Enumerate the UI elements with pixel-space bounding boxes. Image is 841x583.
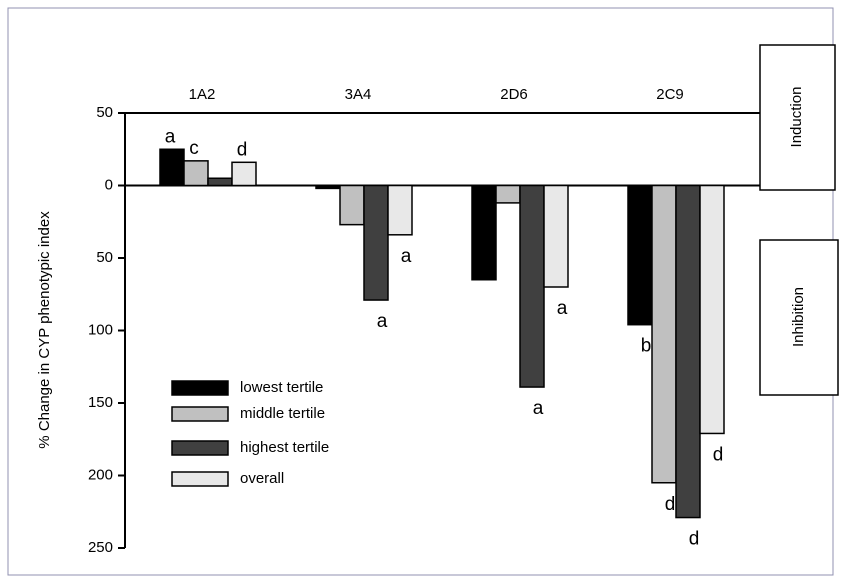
data-label: a [401, 246, 412, 267]
bar [627, 184, 653, 326]
bar [159, 148, 185, 187]
data-label: a [533, 398, 544, 419]
data-label: d [665, 494, 676, 515]
category-label: 2C9 [656, 86, 684, 103]
legend-swatch [171, 380, 229, 396]
data-label: b [641, 336, 652, 357]
y-axis-label: % Change in CYP phenotypic index [36, 211, 53, 449]
side-label: Induction [788, 87, 805, 148]
bar [471, 184, 497, 281]
legend-label: highest tertile [240, 439, 329, 456]
data-label: a [377, 311, 388, 332]
bar [363, 184, 389, 301]
legend-label: middle tertile [240, 405, 325, 422]
bar [207, 177, 233, 187]
bar [651, 184, 677, 484]
bar [315, 184, 341, 190]
legend-swatch [171, 406, 229, 422]
y-tick-label: 0 [105, 176, 113, 193]
bar [543, 184, 569, 288]
legend-swatch [171, 471, 229, 487]
bar [231, 161, 257, 187]
category-label: 1A2 [189, 86, 216, 103]
data-label: a [165, 126, 176, 147]
category-label: 2D6 [500, 86, 528, 103]
y-tick-label: 250 [88, 539, 113, 556]
y-tick-label: 200 [88, 466, 113, 483]
data-label: d [689, 529, 700, 550]
bar [183, 160, 209, 187]
legend-swatch [171, 440, 229, 456]
bar [699, 184, 725, 435]
y-tick-label: 100 [88, 321, 113, 338]
bar [495, 184, 521, 204]
bar [387, 184, 413, 236]
bar [339, 184, 365, 226]
category-label: 3A4 [345, 86, 372, 103]
y-tick-label: 50 [96, 249, 113, 266]
inhibition-box [759, 239, 839, 396]
legend-label: overall [240, 470, 284, 487]
y-tick-label: 50 [96, 104, 113, 121]
y-tick-label: 150 [88, 394, 113, 411]
data-label: d [237, 139, 248, 160]
bar [675, 184, 701, 519]
data-label: d [713, 444, 724, 465]
legend-label: lowest tertile [240, 379, 323, 396]
data-label: a [557, 298, 568, 319]
bar [519, 184, 545, 388]
induction-box [759, 44, 836, 191]
side-label: Inhibition [790, 287, 807, 347]
data-label: c [189, 138, 199, 159]
